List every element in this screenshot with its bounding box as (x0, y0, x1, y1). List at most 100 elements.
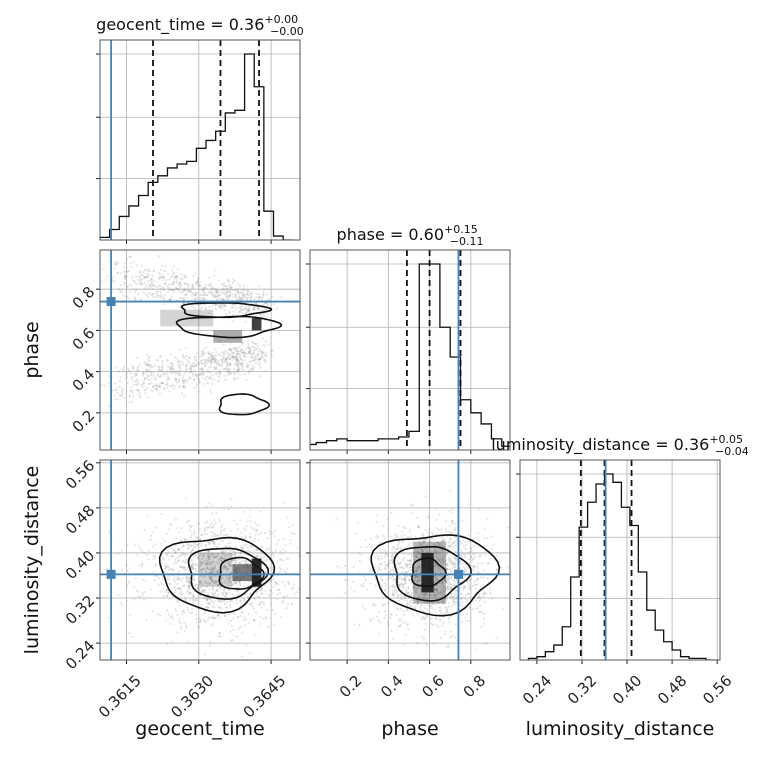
sample-point (195, 281, 198, 284)
sample-point (446, 564, 449, 568)
sample-point (152, 295, 155, 298)
sample-point (240, 611, 243, 615)
sample-point (424, 528, 427, 532)
sample-point (136, 389, 140, 392)
sample-point (170, 384, 173, 388)
sample-point (158, 385, 161, 388)
sample-point (423, 539, 427, 542)
sample-point (264, 302, 267, 305)
sample-point (153, 284, 156, 288)
sample-point (125, 374, 128, 377)
sample-point (142, 382, 146, 385)
sample-point (162, 298, 165, 301)
sample-point (191, 283, 194, 286)
sample-point (212, 294, 215, 297)
sample-point (248, 369, 251, 372)
sample-point (200, 571, 203, 574)
sample-point (242, 510, 246, 513)
sample-point (191, 305, 194, 308)
sample-point (237, 306, 240, 309)
sample-point (137, 292, 140, 296)
sample-point (451, 595, 454, 598)
sample-point (365, 545, 368, 548)
sample-point (179, 593, 183, 596)
sample-point (213, 358, 217, 362)
sample-point (236, 585, 239, 589)
sample-point (146, 353, 149, 356)
sample-point (429, 541, 432, 544)
sample-point (248, 602, 251, 606)
sample-point (447, 605, 450, 609)
sample-point (247, 347, 250, 350)
sample-point (401, 585, 404, 588)
sample-point (478, 599, 481, 603)
sample-point (159, 542, 162, 545)
sample-point (92, 398, 94, 400)
sample-point (445, 563, 449, 566)
sample-point (186, 520, 189, 523)
sample-point (290, 532, 294, 535)
sample-point (155, 388, 158, 391)
sample-point (148, 359, 151, 363)
sample-point (445, 606, 448, 609)
sample-point (166, 564, 169, 568)
sample-point (428, 617, 432, 620)
sample-point (146, 280, 150, 283)
sample-point (232, 356, 235, 359)
sample-point (275, 307, 278, 311)
sample-point (425, 591, 428, 595)
sample-point (468, 585, 471, 588)
sample-point (152, 293, 155, 296)
sample-point (121, 604, 124, 607)
sample-point (416, 599, 419, 603)
sample-point (234, 355, 237, 358)
sample-point (146, 275, 149, 279)
sample-point (202, 293, 206, 297)
sample-point (196, 377, 199, 380)
sample-point (478, 610, 482, 613)
sample-point (165, 386, 169, 390)
sample-point (143, 361, 146, 364)
sample-point (226, 364, 229, 367)
sample-point (245, 643, 248, 646)
sample-point (434, 588, 437, 591)
sample-point (224, 358, 228, 361)
sample-point (154, 563, 157, 566)
sample-point (234, 356, 238, 359)
sample-point (217, 543, 221, 546)
sample-point (241, 305, 244, 308)
sample-point (419, 608, 423, 611)
sample-point (216, 370, 220, 374)
sample-point (429, 594, 432, 597)
sample-point (221, 298, 224, 301)
sample-point (232, 519, 236, 522)
sample-point (398, 562, 401, 565)
sample-point (357, 551, 360, 555)
sample-point (196, 543, 199, 547)
sample-point (144, 619, 148, 622)
sample-point (163, 282, 167, 285)
sample-point (346, 579, 349, 582)
sample-point (423, 596, 426, 600)
sample-point (192, 293, 195, 296)
sample-point (248, 536, 252, 539)
sample-point (255, 592, 258, 595)
sample-point (227, 355, 230, 359)
sample-point (261, 303, 265, 307)
sample-point (191, 291, 194, 295)
sample-point (459, 567, 462, 570)
sample-point (119, 394, 122, 398)
sample-point (495, 568, 498, 571)
sample-point (230, 285, 233, 289)
sample-point (378, 610, 381, 614)
sample-point (478, 554, 481, 557)
sample-point (399, 597, 402, 600)
sample-point (148, 374, 151, 378)
sample-point (188, 357, 191, 360)
sample-point (258, 357, 261, 360)
title-minus-phase: −0.11 (450, 235, 484, 248)
sample-point (251, 308, 254, 311)
sample-point (187, 585, 190, 588)
sample-point (133, 375, 136, 378)
sample-point (260, 350, 263, 353)
